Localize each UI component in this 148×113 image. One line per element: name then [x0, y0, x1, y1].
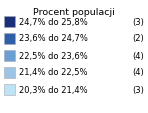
Bar — [4, 84, 15, 95]
Text: 24,7% do 25,8%: 24,7% do 25,8% — [19, 17, 88, 26]
Text: Procent populacji: Procent populacji — [33, 8, 115, 17]
Bar — [4, 33, 15, 44]
Bar — [4, 67, 15, 78]
Bar — [4, 16, 15, 27]
Text: 22,5% do 23,6%: 22,5% do 23,6% — [19, 51, 88, 60]
Text: 23,6% do 24,7%: 23,6% do 24,7% — [19, 34, 88, 43]
Bar — [4, 50, 15, 61]
Text: (4): (4) — [132, 51, 144, 60]
Text: (4): (4) — [132, 68, 144, 77]
Text: (3): (3) — [132, 85, 144, 94]
Text: (3): (3) — [132, 17, 144, 26]
Text: 20,3% do 21,4%: 20,3% do 21,4% — [19, 85, 88, 94]
Text: 21,4% do 22,5%: 21,4% do 22,5% — [19, 68, 87, 77]
Text: (2): (2) — [132, 34, 144, 43]
